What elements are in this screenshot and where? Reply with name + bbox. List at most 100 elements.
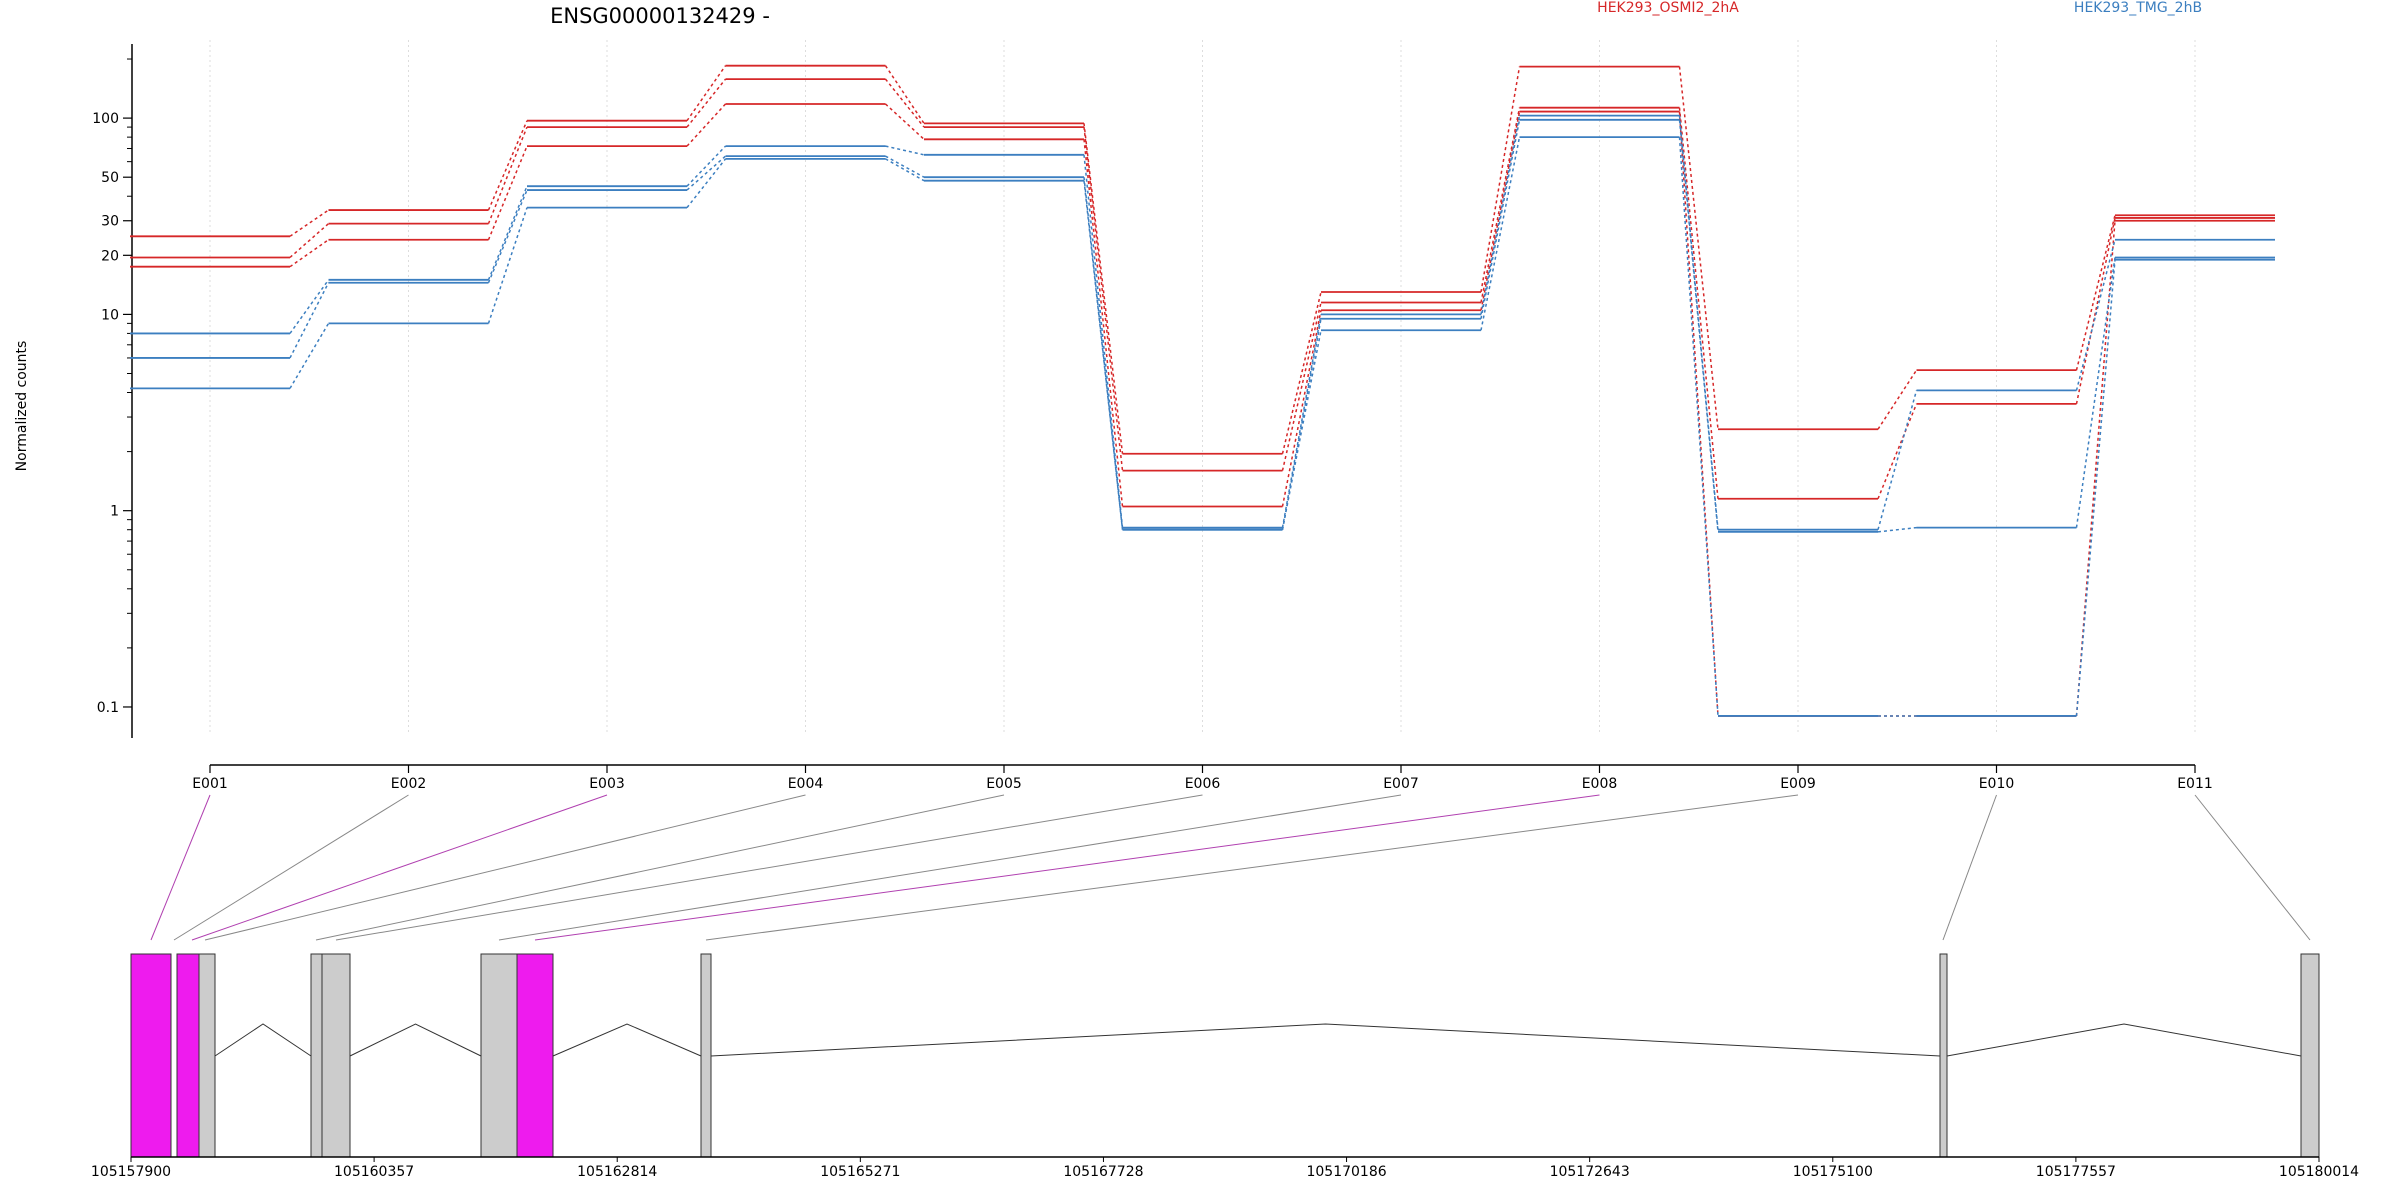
exon-block [130, 953, 172, 1158]
x-tick-label: E001 [192, 776, 228, 792]
intron-line [214, 1023, 312, 1057]
exon-connector-line [173, 794, 409, 941]
y-tick-label: 1 [110, 504, 119, 520]
exon-block [198, 953, 216, 1158]
exon-connector-line [335, 794, 1203, 941]
exon-transition-connector [885, 145, 925, 156]
y-tick-label: 30 [101, 214, 119, 230]
exon-transition-connector [487, 189, 528, 284]
exon-transition-connector [686, 155, 726, 191]
exon-transition-connector [1480, 136, 1521, 331]
genomic-tick-label: 105167728 [1063, 1164, 1143, 1180]
exon-transition-connector [1281, 302, 1322, 471]
y-tick-label: 100 [92, 111, 119, 127]
y-axis-label: Normalized counts [14, 341, 30, 472]
exon-transition-connector [289, 209, 329, 237]
exon-connector-line [315, 794, 1005, 941]
exon-transition-connector [686, 103, 727, 147]
x-tick-label: E011 [2177, 776, 2213, 792]
exon-transition-connector [487, 207, 528, 324]
genomic-tick-label: 105157900 [91, 1164, 171, 1180]
intron-line [349, 1023, 482, 1057]
exon-transition-connector [1678, 107, 1719, 499]
exon-transition-connector [1678, 111, 1719, 717]
legend-entry-tmg: HEK293_TMG_2hB [2074, 0, 2202, 16]
exon-block [176, 953, 200, 1158]
gridlines [209, 40, 2196, 732]
exon-transition-connector [1083, 180, 1124, 530]
exon-transition-connector [1480, 66, 1521, 293]
x-axis: E001 E002 E003 E004 E005 E006 E007 E008 E009 E010… [192, 764, 2213, 792]
exon-transition-connector [2075, 239, 2116, 391]
exon-block [700, 953, 712, 1158]
exon-transition-connector [1877, 369, 1918, 430]
exon-transition-connector [487, 126, 528, 224]
exon-block [516, 953, 554, 1158]
x-tick-label: E006 [1185, 776, 1221, 792]
exon-connector-line [204, 794, 806, 941]
y-tick-label: 10 [101, 307, 119, 323]
exon-transition-connector [686, 65, 727, 122]
intron-line [552, 1023, 702, 1057]
exon-transition-connector [487, 185, 528, 281]
exon-transition-connector [1083, 177, 1124, 530]
x-tick-label: E003 [589, 776, 625, 792]
y-tick-label: 0.1 [97, 700, 119, 716]
exon-block [480, 953, 518, 1158]
exon-transition-connector [2075, 220, 2116, 717]
exon-transition-connector [1281, 291, 1322, 454]
exon-transition-connector [1678, 137, 1719, 717]
exon-transition-connector [2075, 259, 2116, 717]
exon-connector-line [534, 794, 1600, 941]
exon-block [321, 953, 351, 1158]
exon-transition-connector [1480, 115, 1521, 315]
exon-transition-connector [1480, 111, 1521, 311]
x-tick-label: E004 [788, 776, 824, 792]
exon-transition-connector [884, 65, 925, 124]
exon-transition-connector [1678, 119, 1719, 532]
intron-line [1946, 1023, 2302, 1057]
exon-connector-line [191, 794, 608, 941]
series-layer [130, 64, 2275, 717]
exon-transition-connector [884, 78, 925, 128]
exon-transition-connector [686, 145, 727, 187]
exon-transition-connector [289, 279, 330, 334]
series-6 [130, 136, 2275, 717]
exon-connector-line [498, 794, 1402, 941]
x-tick-label: E002 [391, 776, 427, 792]
series-1 [130, 64, 2275, 455]
exon-transition-connector [1877, 403, 1918, 500]
exon-transition-connector [289, 223, 329, 259]
exon-connector-line [1942, 794, 1997, 941]
exon-connectors [150, 794, 2311, 941]
genomic-tick-label: 105172643 [1550, 1164, 1630, 1180]
exon-transition-connector [1877, 390, 1918, 530]
exon-transition-connector [1678, 66, 1719, 430]
exon-block [2300, 953, 2320, 1158]
exon-transition-connector [885, 155, 925, 178]
exon-block [1939, 953, 1948, 1158]
exon-transition-connector [1281, 310, 1322, 507]
exon-transition-connector [1083, 127, 1124, 471]
genomic-tick-label: 105165271 [820, 1164, 900, 1180]
legend-entry-osmi2: HEK293_OSMI2_2hA [1597, 0, 1739, 16]
exon-transition-connector [487, 120, 528, 211]
exon-transition-connector [686, 78, 727, 128]
exon-transition-connector [686, 158, 727, 209]
exon-transition-connector [885, 158, 925, 182]
exon-transition-connector [289, 282, 330, 359]
exon-connector-line [150, 794, 211, 941]
genomic-tick-label: 105177557 [2036, 1164, 2116, 1180]
genomic-tick-label: 105175100 [1793, 1164, 1873, 1180]
exon-transition-connector [1083, 139, 1124, 507]
intron-line [710, 1023, 1941, 1057]
x-tick-label: E010 [1979, 776, 2015, 792]
x-tick-label: E007 [1383, 776, 1419, 792]
y-tick-label: 50 [101, 170, 119, 186]
exon-transition-connector [884, 103, 925, 140]
exon-transition-connector [289, 322, 330, 389]
y-axis: 0.1 1 10 20 30 50 100 [92, 44, 133, 738]
series-5 [130, 118, 2275, 533]
chart-title: ENSG00000132429 - [550, 4, 770, 28]
